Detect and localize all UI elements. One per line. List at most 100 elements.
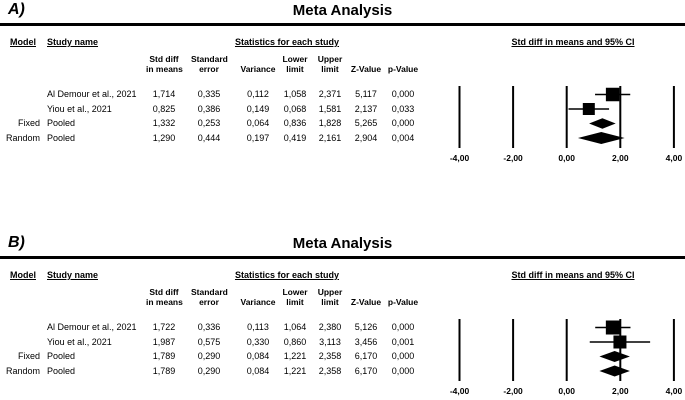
stat-value-cell: 1,058: [283, 89, 307, 99]
column-header-study-name: Study name: [47, 37, 99, 47]
stat-value-cell: 0,004: [391, 132, 415, 143]
column-header-std-diff-ci: Std diff in means and 95% CI: [511, 37, 635, 47]
stat-value-cell: 0,113: [247, 322, 269, 332]
stat-column-header-line2: Variance: [240, 64, 276, 74]
stat-column-header-line2: error: [199, 64, 219, 74]
stat-value-cell: 0,149: [246, 103, 270, 114]
stat-column-header-line1: Std diff: [149, 54, 179, 64]
stat-column-header-line1: Upper: [317, 287, 343, 297]
axis-tick-label: -4,00: [450, 153, 470, 163]
stat-column-header-line2: limit: [321, 297, 339, 307]
panel-b: B) Meta Analysis Model Study name Statis…: [0, 233, 685, 400]
stat-value-cell: 0,290: [197, 351, 221, 361]
axis-tick-label: -2,00: [503, 153, 523, 163]
model-cell: Random: [5, 365, 40, 376]
stat-value-cell: 0,033: [391, 103, 415, 114]
stat-column-header-line2: in means: [146, 64, 183, 74]
stat-value-cell: 1,722: [152, 322, 176, 332]
axis-tick-label: 2,00: [612, 386, 629, 396]
stat-value-cell: 0,000: [391, 118, 415, 128]
stat-value-cell: 0,064: [246, 118, 270, 128]
stat-value-cell: 0,575: [197, 336, 221, 347]
title-rule: [0, 256, 685, 259]
stat-value-cell: 0,112: [247, 89, 269, 99]
stat-value-cell: 1,789: [152, 365, 176, 376]
stat-value-cell: 1,714: [152, 89, 176, 99]
stat-column-header-line2: limit: [321, 64, 339, 74]
stat-value-cell: 6,170: [354, 365, 378, 376]
stat-column-header-line2: limit: [286, 64, 304, 74]
title-rule: [0, 23, 685, 26]
stat-column-header-line1: Standard: [191, 287, 228, 297]
stat-value-cell: 0,860: [283, 336, 307, 347]
stat-value-cell: 2,371: [318, 89, 342, 99]
stat-column-header-line1: Lower: [282, 54, 308, 64]
stat-value-cell: 0,001: [391, 336, 415, 347]
stat-value-cell: 3,456: [354, 336, 378, 347]
panel-a-label: A): [8, 1, 25, 18]
stat-value-cell: 2,137: [354, 103, 378, 114]
stat-value-cell: 1,221: [283, 365, 307, 376]
stat-column-header-line1: Upper: [317, 54, 343, 64]
stat-value-cell: 1,789: [152, 351, 176, 361]
forest-plot: -4,00 -2,00 0,00 2,00 4,00: [450, 86, 683, 163]
axis-tick-label: -2,00: [503, 386, 523, 396]
axis-tick-label: 0,00: [558, 153, 575, 163]
effect-size-square: [605, 87, 620, 102]
model-cell: Random: [5, 132, 40, 143]
stat-value-cell: 0,444: [197, 132, 221, 143]
column-header-statistics: Statistics for each study: [234, 270, 340, 280]
stat-value-cell: 0,000: [391, 322, 415, 332]
stat-value-cell: 0,000: [391, 365, 415, 376]
stat-column-header-line2: in means: [146, 297, 183, 307]
stat-value-cell: 2,904: [354, 132, 378, 143]
axis-tick-label: 0,00: [558, 386, 575, 396]
axis-tick-label: 2,00: [612, 153, 629, 163]
stat-value-cell: 0,068: [283, 103, 307, 114]
stat-column-header-line2: p-Value: [387, 64, 419, 74]
axis-tick-label: 4,00: [666, 386, 683, 396]
pooled-effect-diamond: [589, 118, 616, 129]
pooled-effect-diamond: [599, 365, 630, 377]
forest-plot: -4,00 -2,00 0,00 2,00 4,00: [450, 319, 683, 396]
effect-size-square: [605, 320, 620, 335]
stat-value-cell: 0,000: [391, 89, 415, 99]
stat-value-cell: 0,386: [197, 103, 221, 114]
stat-value-cell: 1,290: [152, 132, 176, 143]
study-name-cell: Pooled: [47, 132, 76, 143]
axis-tick-label: -4,00: [450, 386, 470, 396]
study-name-cell: Yiou et al., 2021: [47, 103, 112, 114]
stat-column-header-line1: Lower: [282, 287, 308, 297]
stat-value-cell: 1,581: [318, 103, 342, 114]
model-cell: Fixed: [17, 351, 40, 361]
stat-value-cell: 0,000: [391, 351, 415, 361]
stat-value-cell: 0,084: [246, 365, 270, 376]
stat-column-header-line2: limit: [286, 297, 304, 307]
study-name-cell: Pooled: [47, 365, 76, 376]
panel-a: A) Meta Analysis Model Study name Statis…: [0, 0, 685, 170]
stat-value-cell: 2,161: [318, 132, 342, 143]
stat-value-cell: 1,221: [283, 351, 307, 361]
stat-column-header-line1: Standard: [191, 54, 228, 64]
stat-value-cell: 0,419: [283, 132, 307, 143]
stat-value-cell: 1,987: [152, 336, 176, 347]
study-name-cell: Yiou et al., 2021: [47, 336, 112, 347]
effect-size-square: [613, 335, 627, 349]
stat-column-header-line2: Z-Value: [350, 297, 382, 307]
stat-value-cell: 0,253: [197, 118, 221, 128]
model-cell: Fixed: [17, 118, 40, 128]
column-header-statistics: Statistics for each study: [234, 37, 340, 47]
column-header-model: Model: [10, 270, 36, 280]
panel-a-title: Meta Analysis: [292, 2, 393, 19]
stat-value-cell: 6,170: [354, 351, 378, 361]
column-header-study-name: Study name: [47, 270, 99, 280]
stat-value-cell: 5,117: [355, 89, 377, 99]
stat-value-cell: 0,197: [246, 132, 270, 143]
pooled-effect-diamond: [577, 132, 625, 144]
axis-tick-label: 4,00: [666, 153, 683, 163]
panel-b-label: B): [8, 234, 25, 251]
stat-column-header-line2: Variance: [240, 297, 276, 307]
stat-column-header-line2: Z-Value: [350, 64, 382, 74]
study-name-cell: Al Demour et al., 2021: [47, 89, 137, 99]
stat-value-cell: 2,358: [318, 365, 342, 376]
